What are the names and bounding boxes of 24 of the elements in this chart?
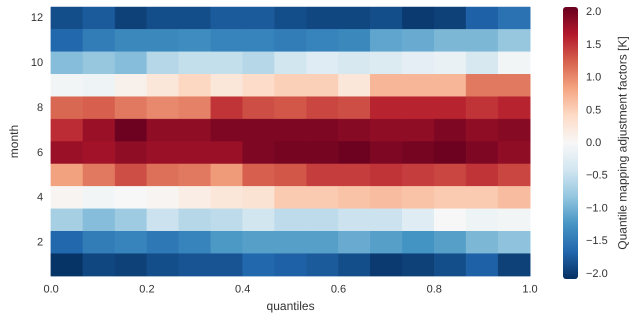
y-tick-label: 6 (37, 146, 44, 159)
x-axis-title: quantiles (266, 299, 315, 313)
x-tick-label: 0.0 (43, 284, 59, 296)
y-tick-label: 4 (37, 192, 44, 204)
color-bar-label: −0.5 (586, 170, 608, 182)
y-tick-label: 10 (30, 57, 44, 70)
x-tick-label: 0.6 (330, 284, 346, 296)
color-bar-label: 0.0 (586, 137, 602, 149)
color-bar-label: −1.5 (586, 235, 608, 248)
color-bar-label: 1.0 (586, 72, 602, 84)
y-tick-label: 2 (37, 236, 44, 248)
x-tick-label: 0.4 (235, 284, 250, 296)
x-tick-label: 0.8 (426, 284, 442, 296)
color-bar-label: 2.0 (586, 6, 602, 18)
color-bar-title: Quantile mapping adjustment factors [K] (616, 36, 630, 250)
x-tick-label: 0.2 (139, 284, 155, 296)
color-bar-label: 1.5 (586, 38, 602, 51)
y-tick-label: 8 (37, 102, 44, 114)
y-tick-label: 12 (30, 12, 44, 24)
x-tick-label: 1.0 (522, 284, 538, 296)
y-axis-title: month (7, 124, 21, 158)
color-bar-label: −1.0 (586, 202, 608, 214)
color-bar-label: −2.0 (586, 268, 608, 280)
color-bar-label: 0.5 (586, 104, 602, 116)
